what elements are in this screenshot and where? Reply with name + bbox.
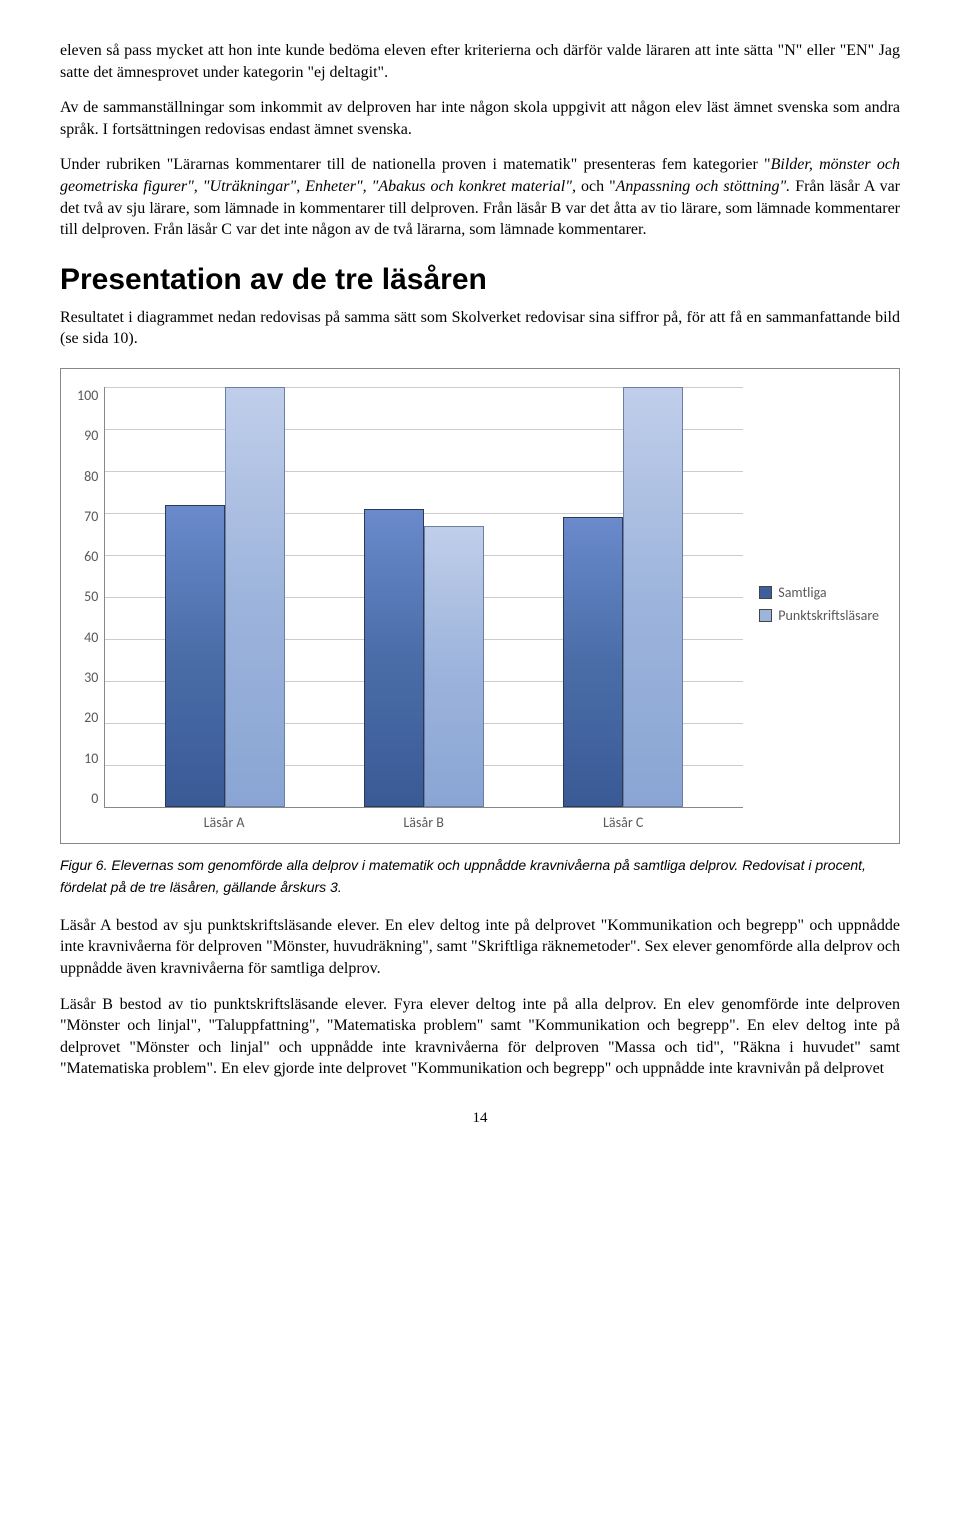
bar [623, 387, 683, 807]
y-tick-label: 10 [84, 750, 98, 767]
y-tick-label: 80 [84, 468, 98, 485]
x-tick-label: Läsår C [563, 814, 683, 831]
figure-caption: Figur 6. Elevernas som genomförde alla d… [60, 854, 900, 899]
bar-group [165, 387, 285, 807]
italic-text: Anpassning och stöttning". [616, 178, 791, 195]
y-tick-label: 90 [84, 427, 98, 444]
bar-group [364, 509, 484, 807]
y-tick-label: 40 [84, 629, 98, 646]
paragraph: Av de sammanställningar som inkommit av … [60, 97, 900, 140]
bar [225, 387, 285, 807]
legend-item: Samtliga [759, 584, 879, 601]
legend-label: Punktskriftsläsare [778, 607, 879, 624]
bar [364, 509, 424, 807]
page-number: 14 [60, 1110, 900, 1127]
y-tick-label: 70 [84, 508, 98, 525]
legend: Samtliga Punktskriftsläsare [759, 584, 879, 630]
y-tick-label: 100 [77, 387, 98, 404]
x-tick-label: Läsår B [364, 814, 484, 831]
legend-swatch [759, 609, 772, 622]
text: Under rubriken "Lärarnas kommentarer til… [60, 156, 771, 173]
y-tick-label: 30 [84, 669, 98, 686]
legend-item: Punktskriftsläsare [759, 607, 879, 624]
bar-chart: 1009080706050403020100 Läsår ALäsår BLäs… [60, 368, 900, 844]
plot-area [104, 387, 743, 808]
paragraph: Resultatet i diagrammet nedan redovisas … [60, 307, 900, 350]
y-tick-label: 20 [84, 709, 98, 726]
text: och " [576, 178, 616, 195]
y-axis: 1009080706050403020100 [77, 387, 104, 807]
bar-group [563, 387, 683, 807]
y-tick-label: 0 [91, 790, 98, 807]
paragraph: Läsår B bestod av tio punktskriftsläsand… [60, 994, 900, 1080]
x-axis: Läsår A Läsår B Läsår C [104, 808, 743, 831]
bar [563, 517, 623, 807]
paragraph: Läsår A bestod av sju punktskriftsläsand… [60, 915, 900, 980]
legend-label: Samtliga [778, 584, 826, 601]
paragraph: Under rubriken "Lärarnas kommentarer til… [60, 154, 900, 240]
legend-swatch [759, 586, 772, 599]
y-tick-label: 50 [84, 588, 98, 605]
section-heading: Presentation av de tre läsåren [60, 263, 900, 297]
x-tick-label: Läsår A [164, 814, 284, 831]
y-tick-label: 60 [84, 548, 98, 565]
paragraph: eleven så pass mycket att hon inte kunde… [60, 40, 900, 83]
bar [165, 505, 225, 807]
bar [424, 526, 484, 807]
